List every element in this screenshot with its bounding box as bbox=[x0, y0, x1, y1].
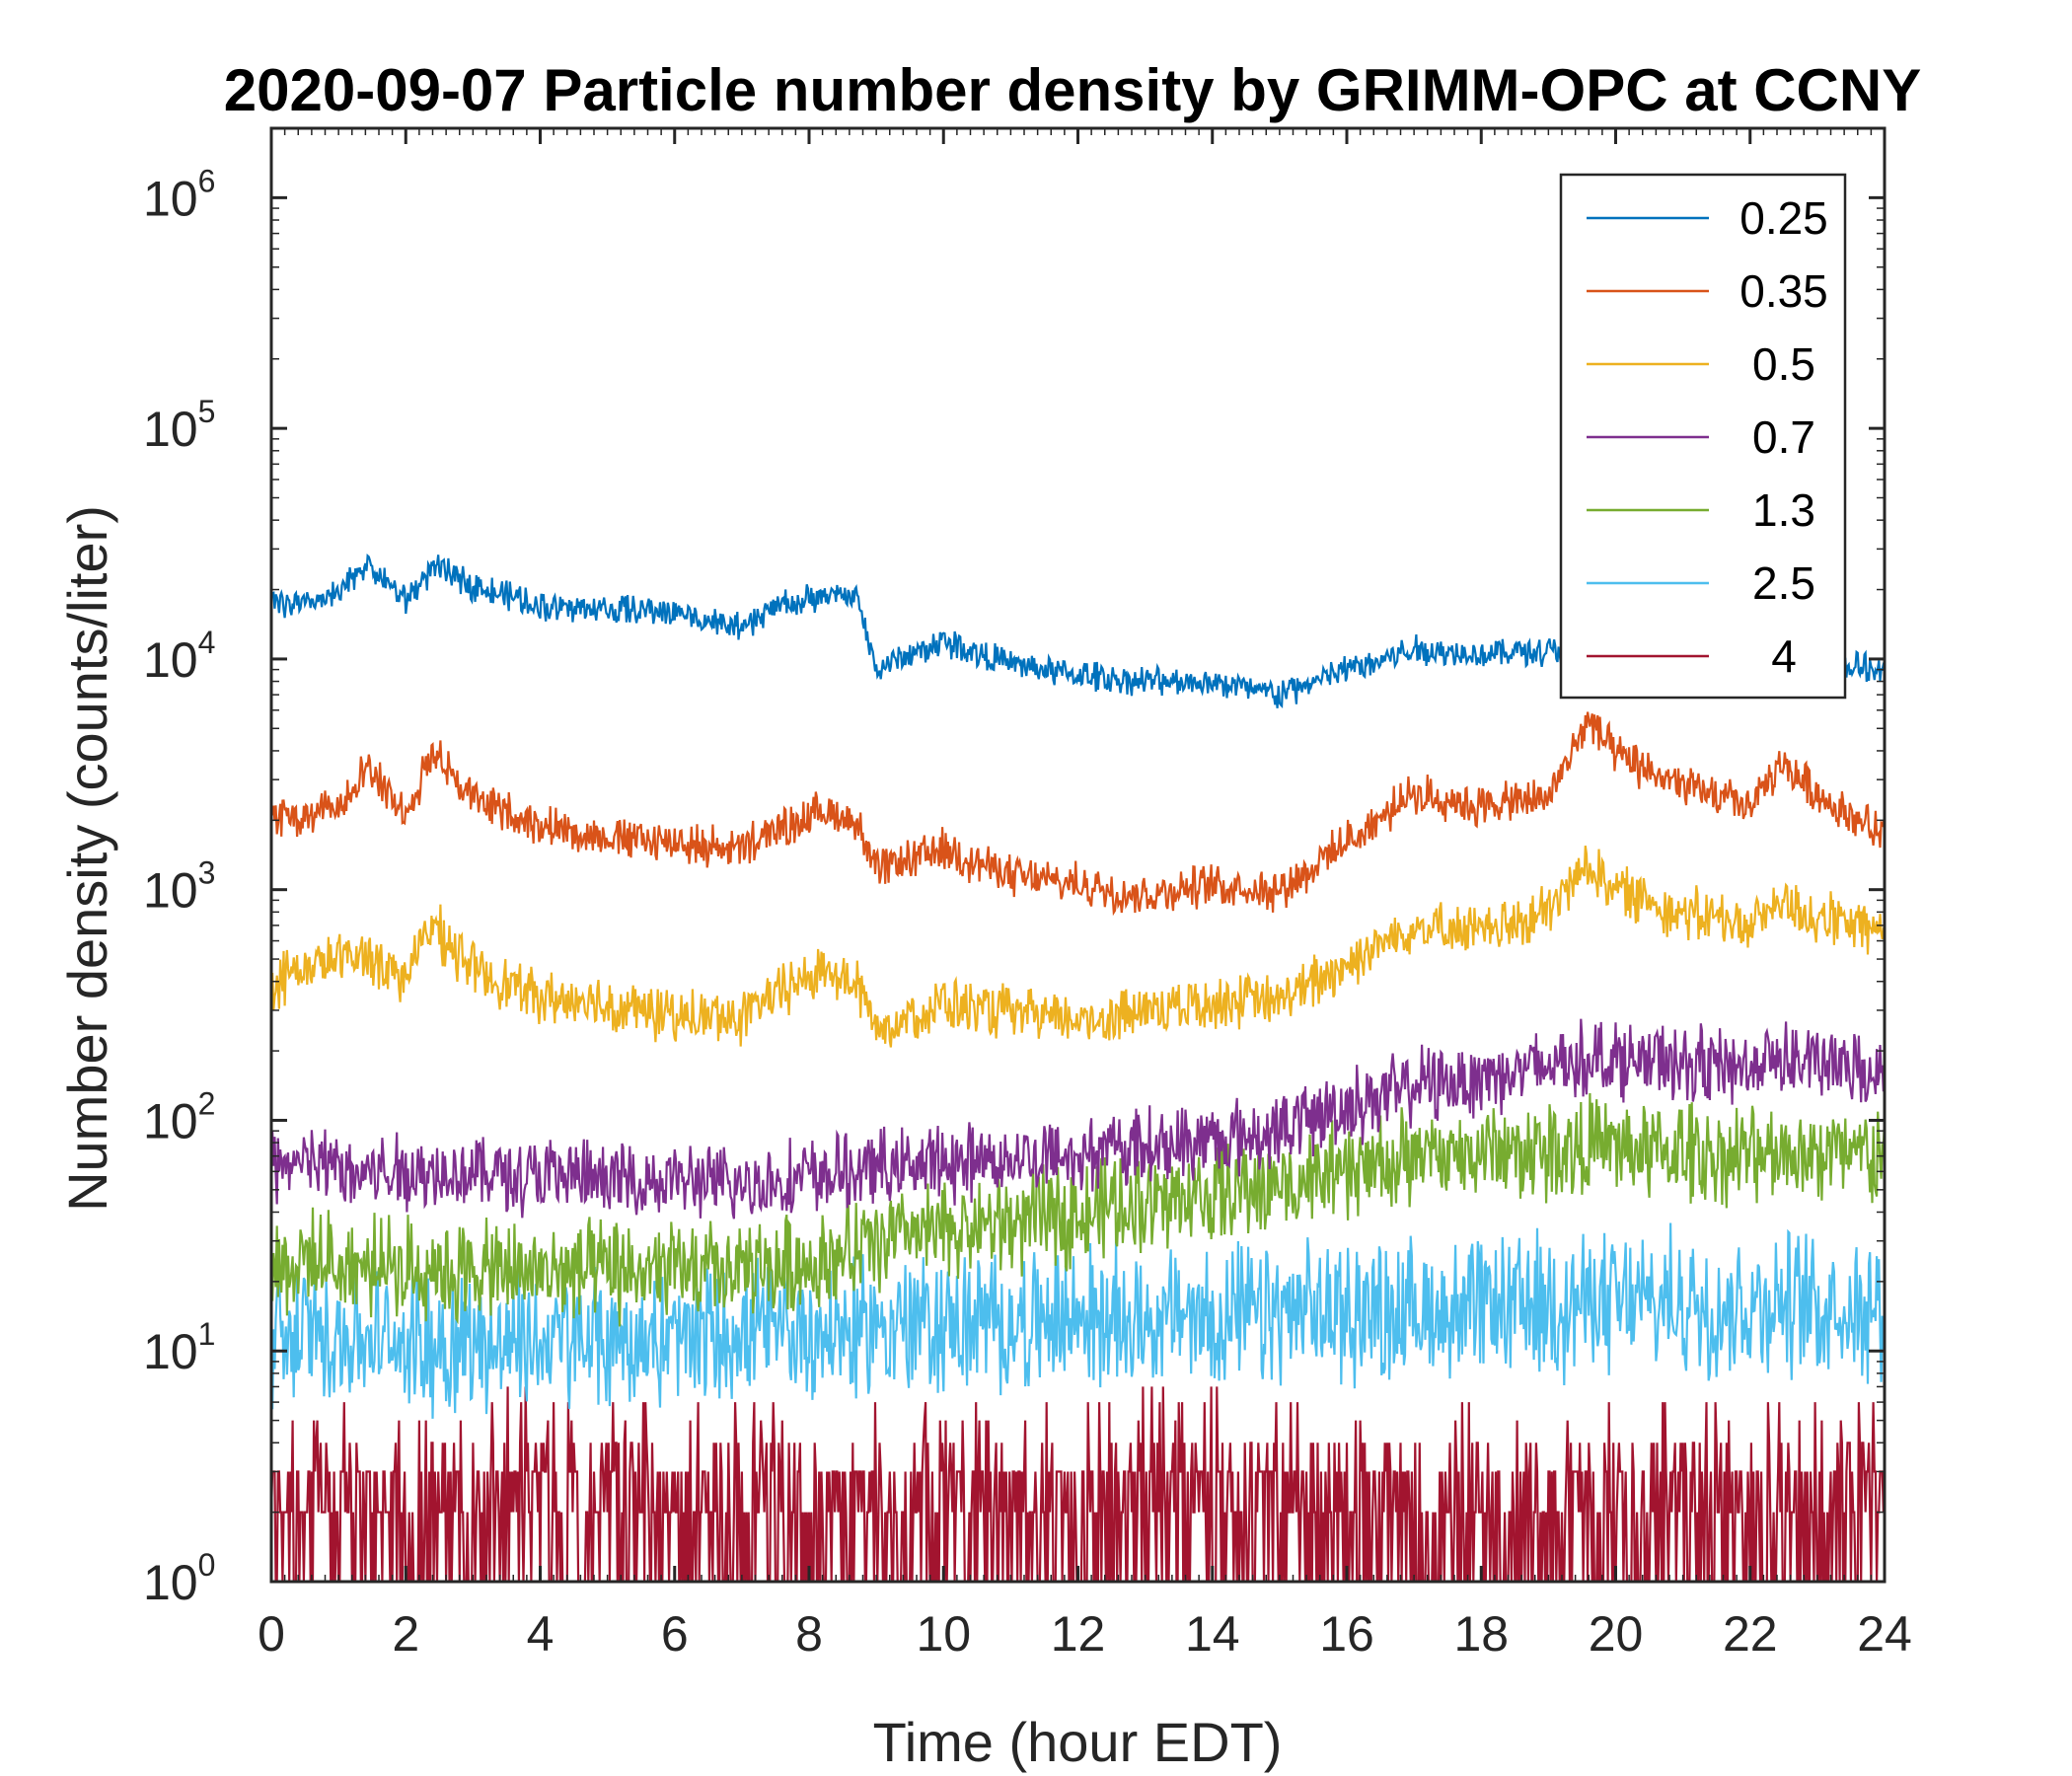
series-line-0.5 bbox=[271, 846, 1885, 1048]
series-line-0.35 bbox=[271, 711, 1885, 917]
series-line-1.3 bbox=[271, 1092, 1885, 1327]
y-axis-label: Number density (counts/liter) bbox=[56, 505, 118, 1212]
legend-label: 2.5 bbox=[1752, 557, 1815, 609]
x-axis-label: Time (hour EDT) bbox=[873, 1711, 1283, 1773]
x-tick-label: 24 bbox=[1857, 1606, 1912, 1662]
y-tick-label: 103 bbox=[143, 855, 215, 919]
x-tick-label: 22 bbox=[1723, 1606, 1778, 1662]
series-line-0.7 bbox=[271, 1018, 1885, 1220]
x-tick-label: 4 bbox=[527, 1606, 555, 1662]
legend: 0.25 0.35 0.5 0.7 1.3 2.5 4 bbox=[1559, 173, 1847, 700]
x-tick-label: 10 bbox=[916, 1606, 971, 1662]
legend-label: 0.25 bbox=[1739, 192, 1828, 244]
x-tick-label: 8 bbox=[795, 1606, 823, 1662]
x-axis: 0 2 4 6 8 10 12 14 16 18 20 22 24 bbox=[258, 128, 1912, 1662]
legend-label: 1.3 bbox=[1752, 484, 1815, 536]
y-tick-label: 105 bbox=[143, 394, 215, 457]
legend-label: 0.5 bbox=[1752, 338, 1815, 390]
x-tick-label: 18 bbox=[1453, 1606, 1509, 1662]
chart-title: 2020-09-07 Particle number density by GR… bbox=[224, 57, 1922, 123]
series-line-4 bbox=[271, 1386, 1885, 1582]
x-tick-label: 16 bbox=[1319, 1606, 1374, 1662]
y-tick-label: 104 bbox=[143, 625, 215, 688]
y-tick-label: 100 bbox=[143, 1547, 215, 1610]
y-tick-label: 102 bbox=[143, 1085, 215, 1148]
y-tick-label: 101 bbox=[143, 1316, 215, 1379]
x-tick-label: 0 bbox=[258, 1606, 285, 1662]
y-axis: 100 101 102 103 104 105 106 bbox=[143, 127, 1885, 1610]
series-line-2.5 bbox=[271, 1222, 1885, 1419]
legend-label: 0.7 bbox=[1752, 411, 1815, 463]
x-tick-label: 20 bbox=[1589, 1606, 1644, 1662]
series-layer bbox=[271, 553, 1885, 1582]
legend-label: 4 bbox=[1771, 630, 1797, 682]
x-tick-label: 14 bbox=[1185, 1606, 1240, 1662]
x-tick-label: 6 bbox=[661, 1606, 689, 1662]
x-tick-label: 2 bbox=[392, 1606, 419, 1662]
y-tick-label: 106 bbox=[143, 163, 215, 226]
legend-label: 0.35 bbox=[1739, 265, 1828, 317]
x-tick-label: 12 bbox=[1051, 1606, 1106, 1662]
